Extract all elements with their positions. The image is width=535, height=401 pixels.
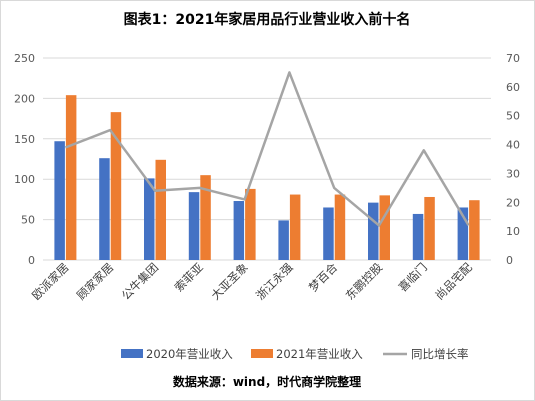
bar-2020 — [412, 213, 424, 260]
bar-2021 — [334, 194, 346, 260]
bar-2020 — [368, 202, 379, 260]
bar-2021 — [65, 95, 77, 260]
legend: 2020年营业收入 2021年营业收入 同比增长率 — [121, 347, 469, 361]
bar-2021 — [245, 188, 256, 260]
legend-label: 同比增长率 — [411, 347, 469, 361]
right-tick-label: 30 — [506, 167, 520, 180]
right-tick-label: 60 — [506, 81, 520, 94]
source-note: 数据来源：wind，时代商学院整理 — [173, 374, 361, 389]
legend-label: 2021年营业收入 — [276, 347, 363, 361]
left-tick-label: 0 — [28, 254, 35, 267]
bar-2020 — [99, 158, 110, 260]
legend-swatch — [121, 349, 143, 358]
right-tick-label: 20 — [506, 196, 520, 209]
left-tick-label: 250 — [14, 52, 35, 65]
bar-2020 — [323, 207, 334, 260]
legend-label: 2020年营业收入 — [146, 347, 233, 361]
right-tick-label: 40 — [506, 139, 520, 152]
growth-rate-line — [64, 71, 470, 227]
bar-2021 — [110, 112, 122, 260]
right-axis-ticks: 0 10 20 30 40 50 60 70 — [506, 52, 520, 267]
bar-2020 — [54, 141, 65, 260]
bar-2020 — [233, 201, 245, 260]
legend-swatch — [251, 349, 273, 358]
left-tick-label: 200 — [14, 92, 35, 105]
right-tick-label: 70 — [506, 52, 520, 65]
left-tick-label: 50 — [21, 214, 35, 227]
bar-2021 — [424, 196, 435, 260]
bar-2020 — [188, 192, 200, 260]
bar-2020 — [144, 178, 155, 260]
bar-2021 — [200, 175, 211, 260]
right-tick-label: 10 — [506, 225, 520, 238]
bar-2021 — [379, 195, 390, 260]
growth-line — [64, 71, 470, 227]
left-axis-ticks: 0 50 100 150 200 250 — [14, 52, 35, 267]
right-tick-label: 50 — [506, 110, 520, 123]
bar-2020 — [278, 220, 289, 260]
bar-2021 — [289, 194, 301, 260]
chart-title: 图表1：2021年家居用品行业营业收入前十名 — [124, 11, 411, 28]
left-tick-label: 100 — [14, 173, 35, 186]
right-tick-label: 0 — [506, 254, 513, 267]
left-tick-label: 150 — [14, 133, 35, 146]
bars — [54, 95, 480, 260]
bar-2021 — [469, 200, 480, 260]
bar-2021 — [155, 159, 166, 260]
bar-2020 — [457, 207, 469, 260]
